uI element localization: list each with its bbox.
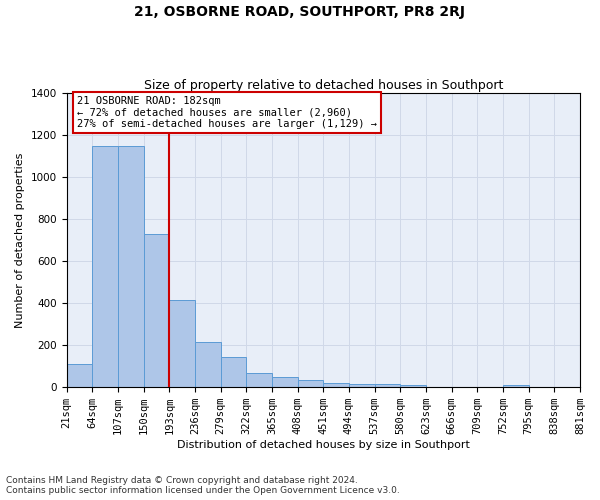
Bar — [169, 300, 195, 387]
Bar — [298, 380, 323, 387]
Bar — [503, 384, 529, 387]
Text: 21, OSBORNE ROAD, SOUTHPORT, PR8 2RJ: 21, OSBORNE ROAD, SOUTHPORT, PR8 2RJ — [134, 5, 466, 19]
Bar — [221, 357, 246, 387]
Bar — [92, 146, 118, 387]
Bar — [349, 384, 374, 387]
Bar — [143, 234, 169, 387]
Title: Size of property relative to detached houses in Southport: Size of property relative to detached ho… — [143, 79, 503, 92]
Bar — [195, 342, 221, 387]
Text: Contains HM Land Registry data © Crown copyright and database right 2024.
Contai: Contains HM Land Registry data © Crown c… — [6, 476, 400, 495]
Bar — [118, 146, 143, 387]
Bar — [67, 364, 92, 387]
Bar — [246, 372, 272, 387]
Bar — [374, 384, 400, 387]
Bar — [272, 376, 298, 387]
Text: 21 OSBORNE ROAD: 182sqm
← 72% of detached houses are smaller (2,960)
27% of semi: 21 OSBORNE ROAD: 182sqm ← 72% of detache… — [77, 96, 377, 130]
Y-axis label: Number of detached properties: Number of detached properties — [15, 152, 25, 328]
Bar — [400, 384, 426, 387]
X-axis label: Distribution of detached houses by size in Southport: Distribution of detached houses by size … — [177, 440, 470, 450]
Bar — [323, 383, 349, 387]
